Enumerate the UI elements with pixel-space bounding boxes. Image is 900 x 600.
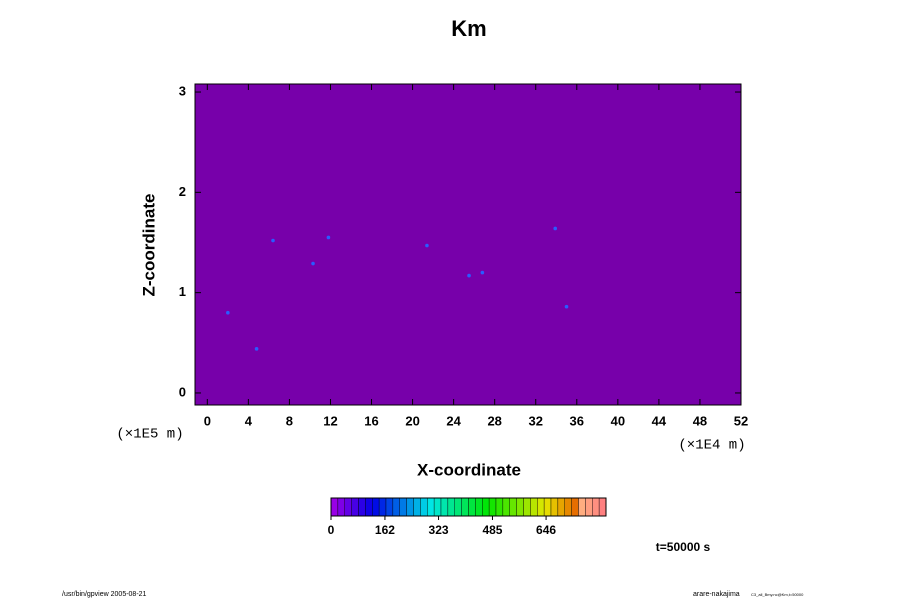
colorbar-cell xyxy=(530,497,538,517)
colorbar-cell xyxy=(475,497,483,517)
x-tick-label: 28 xyxy=(487,413,501,428)
colorbar-tick-label: 0 xyxy=(328,523,335,537)
colorbar-cell xyxy=(406,497,414,517)
footer-left: /usr/bin/gpview 2005-08-21 xyxy=(62,591,147,598)
colorbar-cell xyxy=(358,497,366,517)
x-tick-label: 8 xyxy=(286,413,293,428)
x-tick-label: 36 xyxy=(570,413,584,428)
colorbar-cell xyxy=(351,497,359,517)
x-tick-label: 40 xyxy=(611,413,625,428)
y-tick-label: 3 xyxy=(179,83,186,98)
y-tick-label: 0 xyxy=(179,384,186,399)
colorbar-cell xyxy=(516,497,524,517)
colorbar-cell xyxy=(454,497,462,517)
colorbar-cell xyxy=(385,497,394,517)
colorbar-cell xyxy=(571,497,579,517)
colorbar-cell xyxy=(399,497,407,517)
colorbar-cell xyxy=(461,497,469,517)
spot xyxy=(311,261,315,266)
colorbar-cell xyxy=(392,497,400,517)
colorbar-cell xyxy=(592,497,600,517)
colorbar-cell xyxy=(344,497,352,517)
x-tick-label: 52 xyxy=(734,413,748,428)
x-tick-label: 24 xyxy=(446,413,461,428)
colorbar-cell xyxy=(337,497,345,517)
colorbar-cell xyxy=(372,497,380,517)
y-tick-label: 1 xyxy=(179,284,186,299)
spot xyxy=(425,243,429,248)
spot xyxy=(226,310,230,315)
colorbar-cell xyxy=(447,497,455,517)
x-tick-label: 12 xyxy=(323,413,337,428)
spot xyxy=(254,347,259,351)
x-tick-label: 48 xyxy=(693,413,707,428)
colorbar-cell xyxy=(433,497,442,517)
colorbar-frame xyxy=(330,497,607,517)
colorbar-cell xyxy=(330,497,339,517)
x-tick-label: 4 xyxy=(245,413,253,428)
spot xyxy=(467,273,471,278)
x-tick-label: 44 xyxy=(652,413,667,428)
chart-title: Km xyxy=(451,16,486,41)
spot xyxy=(480,270,485,275)
colorbar-cell xyxy=(365,497,373,517)
y-axis-label: Z-coordinate xyxy=(139,194,158,297)
colorbar-cell xyxy=(378,497,387,517)
colorbar-cell xyxy=(413,497,421,517)
colorbar-cell xyxy=(537,497,545,517)
x-axis-label: X-coordinate xyxy=(417,460,521,479)
colorbar-cell xyxy=(488,497,497,517)
spot xyxy=(564,304,569,309)
colorbar-cell xyxy=(482,497,490,517)
colorbar-cell xyxy=(502,497,510,517)
x-unit: (×1E4 m) xyxy=(678,438,745,454)
annotation: t=50000 s xyxy=(656,540,711,554)
x-tick-label: 16 xyxy=(364,413,378,428)
spot xyxy=(271,238,275,243)
colorbar-cell xyxy=(543,497,552,517)
x-tick-label: 20 xyxy=(405,413,419,428)
colorbar-cell xyxy=(509,497,517,517)
footer-right: arare-nakajima xyxy=(693,591,740,598)
plot-field xyxy=(194,83,742,406)
colorbar-cell xyxy=(495,497,504,517)
colorbar-cell xyxy=(440,497,449,517)
colorbar-cell xyxy=(420,497,428,517)
colorbar-cell xyxy=(578,497,586,517)
spot xyxy=(553,226,558,231)
spot xyxy=(326,235,331,240)
colorbar-cell xyxy=(550,497,559,517)
footer-right-small: C3_all_Bmy.nc@Km,t=50000 xyxy=(751,592,804,597)
colorbar-cell xyxy=(468,497,476,517)
colorbar-cell xyxy=(564,497,572,517)
colorbar-tick-label: 646 xyxy=(536,523,556,537)
colorbar-cell xyxy=(427,497,435,517)
colorbar-cell xyxy=(523,497,531,517)
x-tick-label: 0 xyxy=(204,413,211,428)
y-tick-label: 2 xyxy=(179,184,186,199)
colorbar-cell xyxy=(585,497,593,517)
colorbar-tick-label: 485 xyxy=(482,523,502,537)
colorbar-cell xyxy=(598,497,607,517)
y-unit: (×1E5 m) xyxy=(116,427,183,443)
colorbar-tick-label: 323 xyxy=(429,523,449,537)
colorbar-cell xyxy=(557,497,565,517)
colorbar-tick-label: 162 xyxy=(375,523,395,537)
x-tick-label: 32 xyxy=(529,413,543,428)
